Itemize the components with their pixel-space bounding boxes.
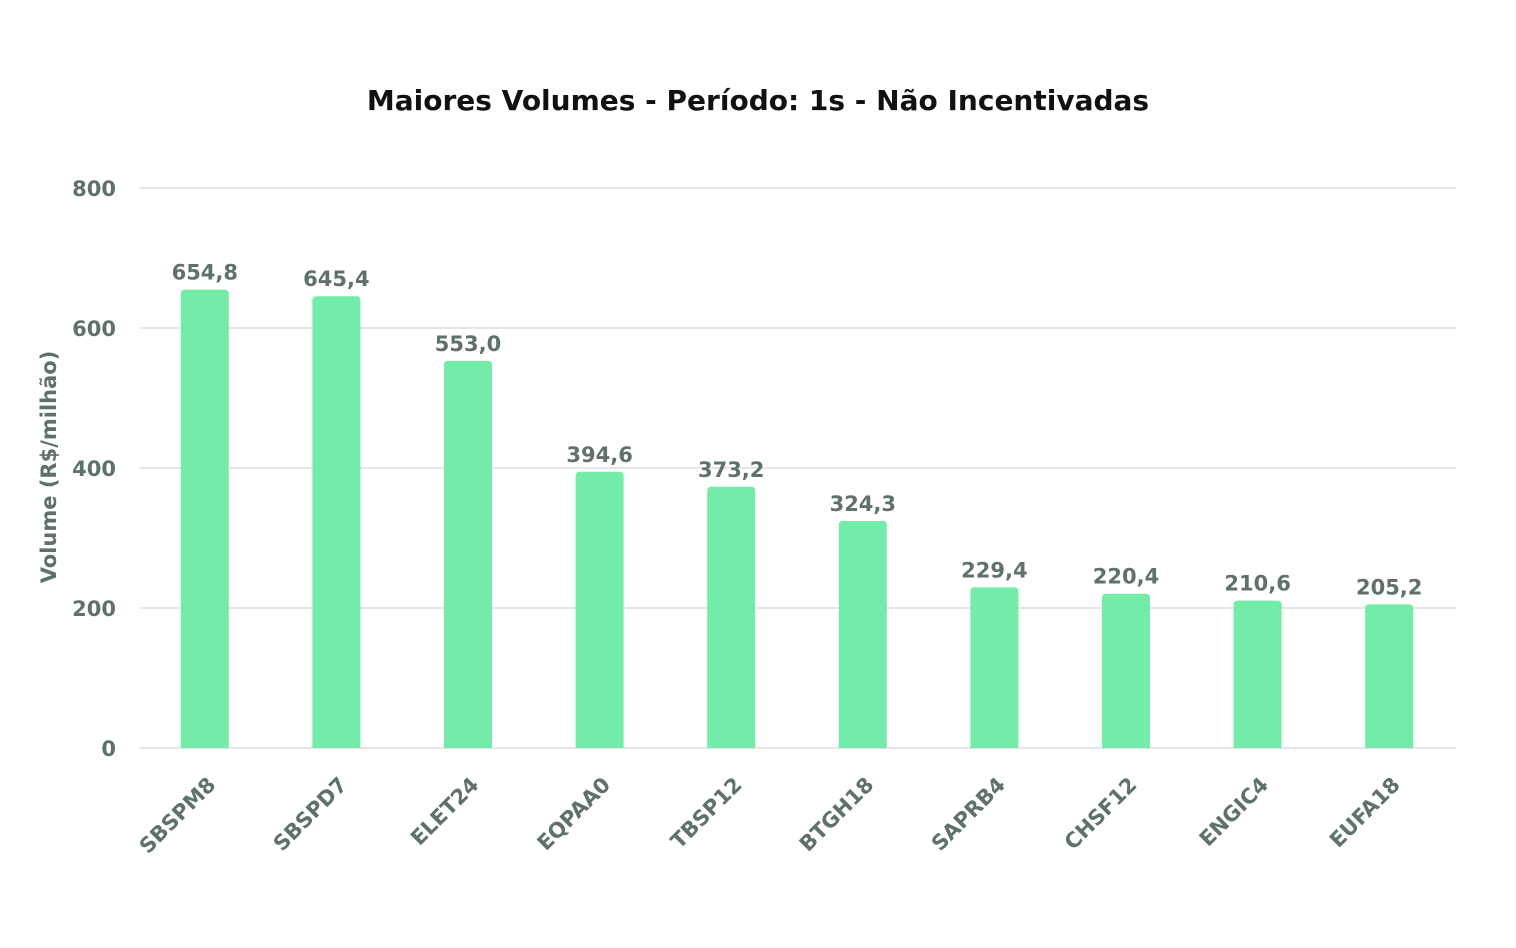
data-label: 394,6: [566, 443, 632, 467]
bar-eufa18: [1365, 604, 1414, 748]
data-label: 229,4: [961, 558, 1027, 582]
data-label: 324,3: [830, 492, 896, 516]
x-axis-ticks: SBSPM8 SBSPD7 ELET24 EQPAA0 TBSP12 BTGH18 SAPR…: [135, 773, 1405, 859]
data-label: 220,4: [1093, 565, 1159, 589]
x-tick-label: ENGIC4: [1195, 773, 1273, 851]
x-tick-label: CHSF12: [1060, 773, 1142, 855]
bar-saprb4: [970, 587, 1019, 748]
data-label: 654,8: [172, 261, 238, 285]
y-tick-label: 200: [72, 597, 116, 621]
chart-title: Maiores Volumes - Período: 1s - Não Ince…: [366, 84, 1150, 117]
bar-sbspd7: [312, 296, 361, 748]
bar-btgh18: [838, 520, 887, 748]
bar-elet24: [444, 360, 492, 748]
data-label: 553,0: [435, 332, 501, 356]
data-labels: 654,8 645,4 553,0 394,6 373,2 324,3 229,4 220,4…: [172, 261, 1423, 600]
data-label: 210,6: [1224, 572, 1290, 596]
x-tick-label: SAPRB4: [927, 773, 1010, 856]
x-tick-label: EQPAA0: [533, 773, 616, 856]
x-tick-label: ELET24: [406, 773, 484, 851]
x-tick-label: SBSPM8: [135, 773, 221, 859]
y-tick-label: 400: [72, 457, 116, 481]
data-label: 373,2: [698, 458, 764, 482]
y-tick-label: 600: [72, 317, 116, 341]
x-tick-label: TBSP12: [666, 773, 747, 854]
data-label: 205,2: [1356, 575, 1422, 599]
bar-eqpaa0: [575, 471, 624, 748]
x-tick-label: EUFA18: [1325, 773, 1405, 853]
x-tick-label: SBSPD7: [269, 773, 352, 856]
y-tick-label: 0: [101, 737, 116, 761]
bar-chsf12: [1102, 593, 1150, 748]
bar-engic4: [1233, 600, 1282, 748]
bar-sbspm8: [180, 289, 229, 748]
x-tick-label: BTGH18: [795, 773, 879, 857]
data-label: 645,4: [303, 267, 369, 291]
y-axis-ticks: 0 200 400 600 800: [72, 177, 116, 761]
y-tick-label: 800: [72, 177, 116, 201]
bars: [180, 289, 1414, 748]
y-axis-label: Volume (R$/milhão): [37, 351, 61, 584]
bar-tbsp12: [707, 486, 756, 748]
